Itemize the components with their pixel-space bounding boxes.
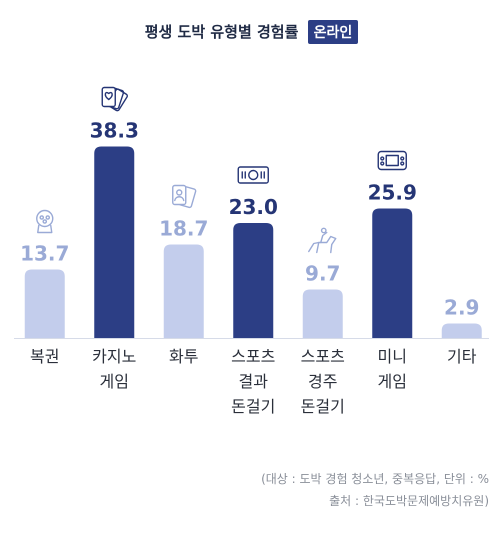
category-label: 미니 게임 bbox=[378, 347, 407, 391]
playing-cards-icon bbox=[101, 86, 128, 112]
bar bbox=[441, 323, 482, 338]
category-label: 화투 bbox=[169, 347, 198, 366]
bar bbox=[372, 208, 413, 338]
bar bbox=[94, 146, 135, 338]
value-label: 25.9 bbox=[368, 181, 417, 205]
horse-racing-icon bbox=[308, 227, 337, 254]
bar bbox=[302, 289, 343, 338]
chart-title: 평생 도박 유형별 경험률 온라인 bbox=[0, 20, 503, 44]
survey-note: (대상 : 도박 경험 청소년, 중복응답, 단위 : % bbox=[261, 472, 489, 486]
value-label: 38.3 bbox=[90, 119, 139, 143]
bar bbox=[24, 269, 65, 338]
value-label: 18.7 bbox=[159, 217, 208, 241]
category-label: 기타 bbox=[447, 347, 477, 366]
chart-title-text: 평생 도박 유형별 경험률 bbox=[144, 23, 299, 41]
category-label: 카지노 게임 bbox=[92, 347, 136, 391]
hwatu-cards-icon bbox=[172, 184, 197, 209]
category-label: 스포츠 경주 돈걸기 bbox=[301, 347, 345, 416]
category-label: 스포츠 결과 돈걸기 bbox=[231, 347, 275, 416]
gumball-machine-icon bbox=[36, 209, 54, 234]
sports-ticket-icon bbox=[237, 166, 269, 184]
value-label: 13.7 bbox=[20, 242, 69, 266]
arcade-game-icon bbox=[377, 150, 407, 171]
value-label: 9.7 bbox=[305, 262, 340, 286]
source-note: 출처 : 한국도박문제예방치유원) bbox=[329, 494, 489, 508]
value-label: 23.0 bbox=[229, 195, 278, 219]
value-label: 2.9 bbox=[444, 296, 479, 320]
bar bbox=[163, 244, 204, 338]
online-badge: 온라인 bbox=[307, 20, 359, 44]
bar bbox=[233, 223, 274, 338]
category-label: 복권 bbox=[30, 347, 59, 366]
